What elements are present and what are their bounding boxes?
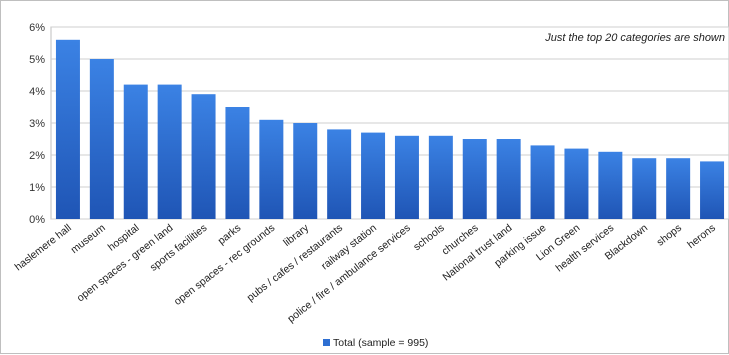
bar (394, 135, 419, 219)
legend-swatch (323, 339, 330, 346)
bar (428, 135, 453, 219)
bar (632, 158, 657, 219)
x-tick-label: health services (554, 222, 617, 275)
legend-label: Total (sample = 995) (333, 337, 428, 349)
y-tick-label: 1% (29, 182, 45, 194)
bar (89, 59, 114, 219)
x-tick-label: parks (216, 222, 244, 247)
bar (157, 84, 182, 219)
y-axis: 0% 1% 2% 3% 4% 5% 6% (29, 22, 45, 226)
y-tick-label: 0% (29, 214, 45, 226)
y-tick-label: 6% (29, 22, 45, 34)
bars (55, 39, 725, 219)
bar (361, 132, 386, 219)
y-tick-label: 5% (29, 54, 45, 66)
bar (327, 129, 352, 219)
y-tick-label: 3% (29, 118, 45, 130)
y-tick-label: 4% (29, 86, 45, 98)
bar (700, 161, 725, 219)
bar (259, 119, 284, 219)
bar (293, 123, 318, 219)
x-tick-label: haslemere hall (13, 222, 74, 274)
bar (530, 145, 555, 219)
bar (666, 158, 691, 219)
bar (496, 139, 521, 219)
bar (55, 39, 80, 219)
x-tick-label: police / fire / ambulance services (285, 222, 412, 325)
bar (462, 139, 487, 219)
x-tick-label: museum (69, 222, 108, 256)
bar (598, 151, 623, 219)
chart-annotation: Just the top 20 categories are shown (544, 32, 725, 44)
bar (564, 148, 589, 219)
bar (191, 94, 216, 219)
x-tick-label: herons (685, 222, 718, 251)
legend: Total (sample = 995) (323, 337, 428, 349)
bar (225, 107, 250, 219)
bar (123, 84, 148, 219)
x-tick-label: shops (655, 222, 684, 249)
y-tick-label: 2% (29, 150, 45, 162)
